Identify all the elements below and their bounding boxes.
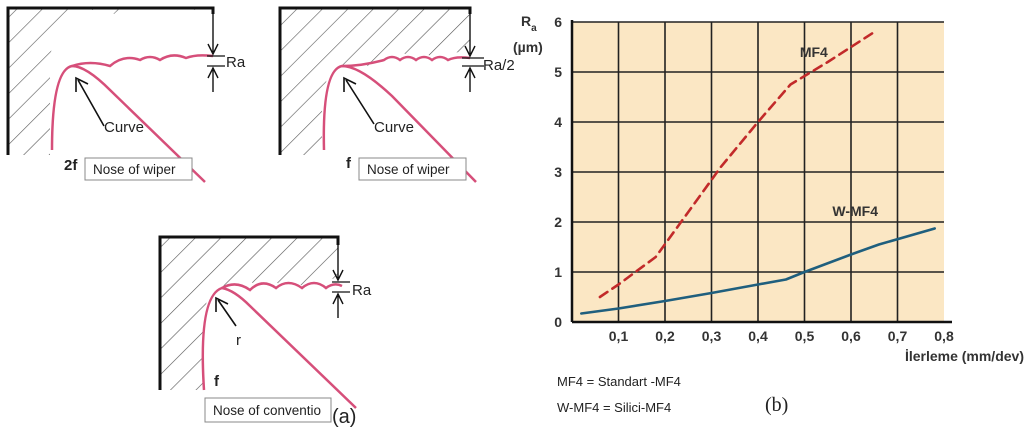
panel-b-caption: (b) xyxy=(765,394,788,416)
series-line-mf4 xyxy=(598,30,876,299)
nose-label: Nose of conventio xyxy=(213,403,321,418)
x-tick-label: 0,7 xyxy=(888,328,908,344)
curve-arrow xyxy=(75,76,105,127)
panel-a-caption: (a) xyxy=(332,406,356,428)
nose-label-box xyxy=(84,157,193,181)
nose-label: Nose of wiper xyxy=(93,162,176,177)
y-axis-unit: (µm) xyxy=(513,39,543,55)
machined-surface xyxy=(71,54,214,68)
y-tick-label: 5 xyxy=(554,64,562,80)
x-tick-label: 0,8 xyxy=(934,328,954,344)
machined-surface xyxy=(341,55,471,68)
ra-arrow-up xyxy=(464,66,476,92)
series-line-w-mf4 xyxy=(579,227,937,315)
diagram-wiper-2f: Ra Curve 2f Nose of wiper xyxy=(6,6,246,183)
machined-surface xyxy=(221,281,343,292)
workpiece-outline xyxy=(6,6,215,155)
ra-label: Ra/2 xyxy=(483,57,515,74)
diagram-wiper-f: Ra/2 Curve f Nose of wiper xyxy=(278,6,515,183)
nose-label-box xyxy=(358,157,467,181)
nose-label: Nose of wiper xyxy=(367,162,450,177)
workpiece-outline xyxy=(278,6,472,155)
y-axis-label: Ra xyxy=(521,13,537,34)
y-tick-label: 6 xyxy=(554,14,562,30)
workpiece-hatched xyxy=(280,8,470,155)
nose-label-box xyxy=(204,397,332,423)
tool-nose-profile xyxy=(322,64,477,183)
panel-b: MF4 W-MF4 0,1 0,2 0,3 0,4 0,5 0,6 0,7 0,8 0 1 2 3 4 5 6… xyxy=(513,13,1024,416)
curve-label: Curve xyxy=(374,119,414,136)
workpiece-hatched xyxy=(8,8,213,155)
feed-label: f xyxy=(214,373,220,390)
x-tick-label: 0,6 xyxy=(841,328,861,344)
ra-label: Ra xyxy=(226,54,246,71)
y-tick-label: 4 xyxy=(554,114,562,130)
grid xyxy=(572,21,944,322)
workpiece-hatched xyxy=(160,237,338,390)
x-tick-label: 0,4 xyxy=(748,328,768,344)
tool-nose-profile xyxy=(50,64,206,183)
diagram-conventional: Ra r f Nose of conventio xyxy=(158,235,372,423)
ra-arrow-down xyxy=(464,12,476,58)
legend-note-wmf4: W-MF4 = Silici-MF4 xyxy=(557,400,671,415)
y-tick-label: 1 xyxy=(554,264,562,280)
ra-arrow-down xyxy=(207,12,219,56)
x-tick-label: 0,2 xyxy=(655,328,675,344)
curve-label: Curve xyxy=(104,119,144,136)
axis-labels: 0,1 0,2 0,3 0,4 0,5 0,6 0,7 0,8 0 1 2 3 4 5 6 Ra (µm) İle… xyxy=(513,13,1024,364)
axes xyxy=(570,20,952,324)
ra-arrow-up xyxy=(207,66,219,92)
curve-arrow xyxy=(343,76,375,125)
series: MF4 W-MF4 xyxy=(579,30,937,315)
x-tick-label: 0,1 xyxy=(609,328,629,344)
y-axis-label-sub: a xyxy=(531,23,537,34)
series-label-w-mf4: W-MF4 xyxy=(832,203,878,219)
panel-a: Ra Curve 2f Nose of wiper Ra/2 Curve f N… xyxy=(6,6,515,428)
x-tick-label: 0,5 xyxy=(795,328,815,344)
legend-note-mf4: MF4 = Standart -MF4 xyxy=(557,374,681,389)
y-tick-label: 2 xyxy=(554,214,562,230)
ra-arrow-up xyxy=(332,292,344,318)
y-tick-label: 3 xyxy=(554,164,562,180)
tool-nose-profile xyxy=(201,286,357,409)
ra-arrow-down xyxy=(332,240,344,282)
feed-label: f xyxy=(346,155,352,172)
series-label-mf4: MF4 xyxy=(800,44,828,60)
y-tick-label: 0 xyxy=(554,314,562,330)
feed-label: 2f xyxy=(64,157,78,174)
radius-label: r xyxy=(236,332,241,349)
radius-arrow xyxy=(215,296,237,327)
ra-label: Ra xyxy=(352,282,372,299)
x-axis-label: İlerleme (mm/dev) xyxy=(905,348,1024,364)
x-tick-label: 0,3 xyxy=(702,328,722,344)
